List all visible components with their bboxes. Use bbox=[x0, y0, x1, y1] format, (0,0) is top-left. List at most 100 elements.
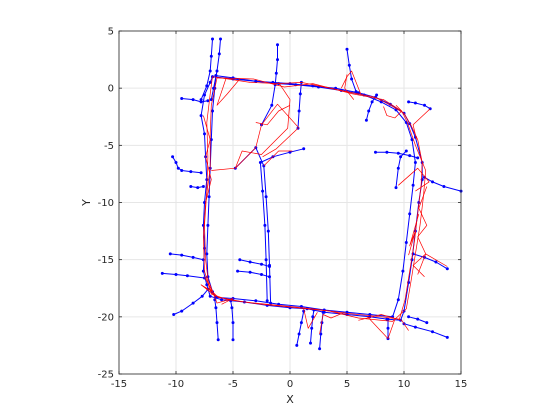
data-point bbox=[399, 155, 403, 159]
data-point bbox=[401, 269, 405, 273]
series-line bbox=[216, 77, 241, 106]
data-point bbox=[189, 170, 193, 174]
y-tick-label: 5 bbox=[108, 27, 114, 38]
y-tick-label: 0 bbox=[108, 84, 114, 95]
data-point bbox=[299, 321, 303, 325]
series-line bbox=[398, 167, 430, 192]
series-line bbox=[263, 150, 293, 167]
data-point bbox=[298, 92, 302, 96]
data-point bbox=[215, 69, 219, 73]
data-point bbox=[288, 150, 292, 154]
data-point bbox=[231, 321, 235, 325]
data-point bbox=[345, 47, 349, 51]
data-point bbox=[264, 258, 268, 262]
series-line bbox=[296, 311, 305, 346]
data-point bbox=[268, 263, 271, 267]
data-point bbox=[270, 103, 274, 107]
y-axis-label: Y bbox=[80, 199, 93, 207]
series-line bbox=[259, 148, 304, 301]
data-point bbox=[208, 294, 212, 298]
data-point bbox=[171, 155, 175, 159]
series-line bbox=[237, 270, 270, 278]
data-point bbox=[431, 180, 434, 184]
series-line bbox=[170, 253, 204, 261]
x-tick-label: 15 bbox=[455, 379, 468, 390]
x-tick-label: 5 bbox=[344, 379, 350, 390]
x-tick-label: 0 bbox=[287, 379, 293, 390]
data-point bbox=[260, 273, 263, 276]
data-point bbox=[199, 114, 203, 118]
data-point bbox=[442, 185, 446, 188]
y-tick-label: -20 bbox=[98, 312, 114, 323]
data-point bbox=[185, 274, 189, 278]
data-point bbox=[196, 186, 200, 190]
data-point bbox=[396, 151, 400, 155]
series-line bbox=[412, 186, 428, 278]
data-point bbox=[408, 154, 412, 158]
series-line bbox=[358, 314, 409, 331]
series-line bbox=[412, 253, 448, 270]
data-point bbox=[216, 338, 220, 342]
data-point bbox=[404, 241, 408, 244]
data-point bbox=[407, 315, 411, 319]
x-tick-label: -10 bbox=[168, 379, 184, 390]
y-tick-label: -5 bbox=[104, 141, 114, 152]
y-tick-label: -15 bbox=[98, 255, 114, 266]
series-line bbox=[365, 94, 378, 121]
data-point bbox=[208, 80, 212, 84]
data-point bbox=[266, 229, 270, 233]
data-point bbox=[408, 212, 412, 216]
x-tick-label: -15 bbox=[111, 379, 127, 390]
data-point bbox=[199, 98, 203, 102]
data-point bbox=[370, 100, 374, 104]
data-point bbox=[297, 332, 301, 336]
data-point bbox=[160, 271, 164, 275]
data-point bbox=[191, 301, 195, 305]
data-point bbox=[236, 269, 240, 273]
data-point bbox=[180, 169, 184, 172]
data-point bbox=[208, 69, 212, 73]
data-point bbox=[269, 301, 273, 305]
series-line bbox=[395, 150, 407, 188]
series-line bbox=[412, 108, 431, 140]
series-line bbox=[230, 300, 234, 340]
data-point bbox=[189, 185, 193, 188]
data-point bbox=[416, 156, 420, 160]
data-point bbox=[375, 93, 379, 97]
series-line bbox=[208, 282, 234, 305]
data-point bbox=[203, 132, 206, 136]
series-line bbox=[239, 259, 270, 267]
series-line bbox=[181, 98, 208, 103]
x-tick-label: 10 bbox=[398, 379, 411, 390]
data-point bbox=[180, 253, 184, 257]
data-point bbox=[174, 161, 178, 164]
data-point bbox=[207, 195, 211, 199]
data-point bbox=[206, 99, 210, 103]
data-point bbox=[264, 195, 268, 199]
series-line bbox=[403, 323, 448, 338]
series-line bbox=[203, 77, 427, 322]
ticks bbox=[118, 30, 462, 375]
data-point bbox=[416, 317, 420, 321]
data-point bbox=[219, 37, 222, 41]
series-line bbox=[340, 70, 362, 95]
data-point bbox=[265, 299, 269, 303]
series-line bbox=[203, 115, 212, 203]
data-point bbox=[205, 283, 209, 287]
data-point bbox=[180, 97, 184, 100]
data-point bbox=[276, 43, 279, 47]
data-point bbox=[364, 118, 368, 122]
series-1 bbox=[200, 70, 448, 339]
y-tick-label: -10 bbox=[98, 198, 114, 209]
data-point bbox=[350, 77, 354, 81]
data-point bbox=[404, 149, 408, 153]
data-point bbox=[261, 189, 265, 193]
data-point bbox=[220, 298, 224, 302]
data-point bbox=[211, 109, 214, 113]
series-layer bbox=[160, 37, 463, 351]
data-point bbox=[217, 52, 221, 56]
data-point bbox=[199, 171, 203, 175]
series-line bbox=[200, 276, 217, 297]
data-point bbox=[248, 270, 252, 274]
data-point bbox=[431, 330, 434, 334]
